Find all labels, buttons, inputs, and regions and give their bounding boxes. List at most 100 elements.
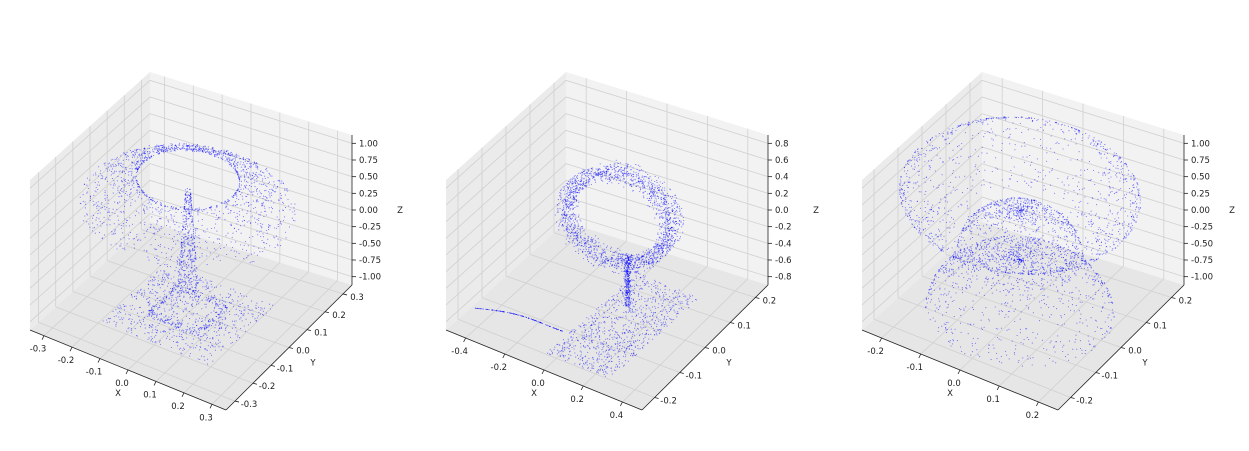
data-point [652,208,654,210]
data-point [560,196,562,198]
data-point [627,175,629,177]
data-point [661,206,663,208]
data-point [194,286,196,289]
data-point [199,247,201,249]
data-point [631,173,633,175]
data-point [192,327,194,329]
data-point [94,182,96,184]
data-point [630,254,632,256]
data-point [195,252,197,255]
data-point [187,287,189,289]
data-point [637,181,639,183]
data-point [188,273,191,275]
data-point [574,186,576,188]
data-point [171,150,173,152]
data-point [248,185,251,187]
data-point [608,177,610,179]
data-point [625,163,627,165]
data-point [580,186,582,188]
data-point [239,180,241,182]
data-point [173,146,176,148]
data-point [196,332,198,334]
data-point [635,271,637,273]
data-point [109,224,111,226]
data-point [568,197,570,199]
data-point [173,149,175,151]
data-point [130,188,132,191]
data-point [166,318,168,320]
data-point [158,218,160,220]
data-point [211,212,213,215]
data-point [113,320,115,322]
data-point [260,225,262,227]
data-point [242,248,244,250]
data-point [633,175,635,177]
data-point [632,267,635,269]
data-point [570,187,572,189]
data-point [149,312,151,314]
data-point [198,146,201,148]
data-point [182,349,184,351]
grid-y [107,260,308,331]
data-point [614,169,616,171]
data-point [229,163,231,165]
data-point [235,241,237,243]
data-point [670,240,672,242]
data-point [184,281,186,283]
data-point [606,168,608,170]
data-point [615,268,617,270]
data-point [669,232,671,235]
data-point [95,202,97,204]
data-point [189,215,191,217]
data-point [664,187,666,189]
data-point [629,179,631,181]
data-point [210,205,212,207]
data-point [590,238,592,240]
data-point [653,192,655,194]
data-point [184,301,186,303]
data-point [124,152,126,154]
data-point [234,154,236,156]
data-point [158,149,161,151]
data-point [161,320,164,322]
data-point [267,182,269,184]
data-point [206,247,208,249]
data-point [610,259,613,261]
data-point [243,168,245,171]
data-point [172,340,175,343]
data-point [576,234,578,236]
data-point [668,215,670,217]
data-point [183,347,185,349]
data-point [222,305,224,307]
data-point [179,323,181,325]
data-point [107,202,109,205]
data-point [148,332,150,334]
data-point [627,271,629,273]
data-point [146,206,148,208]
data-point [582,252,584,254]
data-point [578,172,580,174]
data-point [641,182,643,184]
data-point [79,202,81,204]
data-point [165,206,167,208]
data-point [215,286,218,288]
data-point [655,244,657,246]
data-point [183,330,185,332]
data-point [658,189,660,191]
data-point [190,245,192,247]
data-point [183,265,185,267]
data-point [98,184,100,186]
data-point [192,239,194,241]
data-point [562,213,564,215]
data-point [207,345,209,347]
data-point [630,256,632,258]
data-point [665,200,667,202]
data-point [185,343,187,345]
data-point [645,262,647,264]
data-point [218,301,220,303]
data-point [577,183,579,185]
data-point [261,203,263,205]
data-point [170,214,172,216]
data-point [136,186,139,188]
data-point [649,191,651,193]
